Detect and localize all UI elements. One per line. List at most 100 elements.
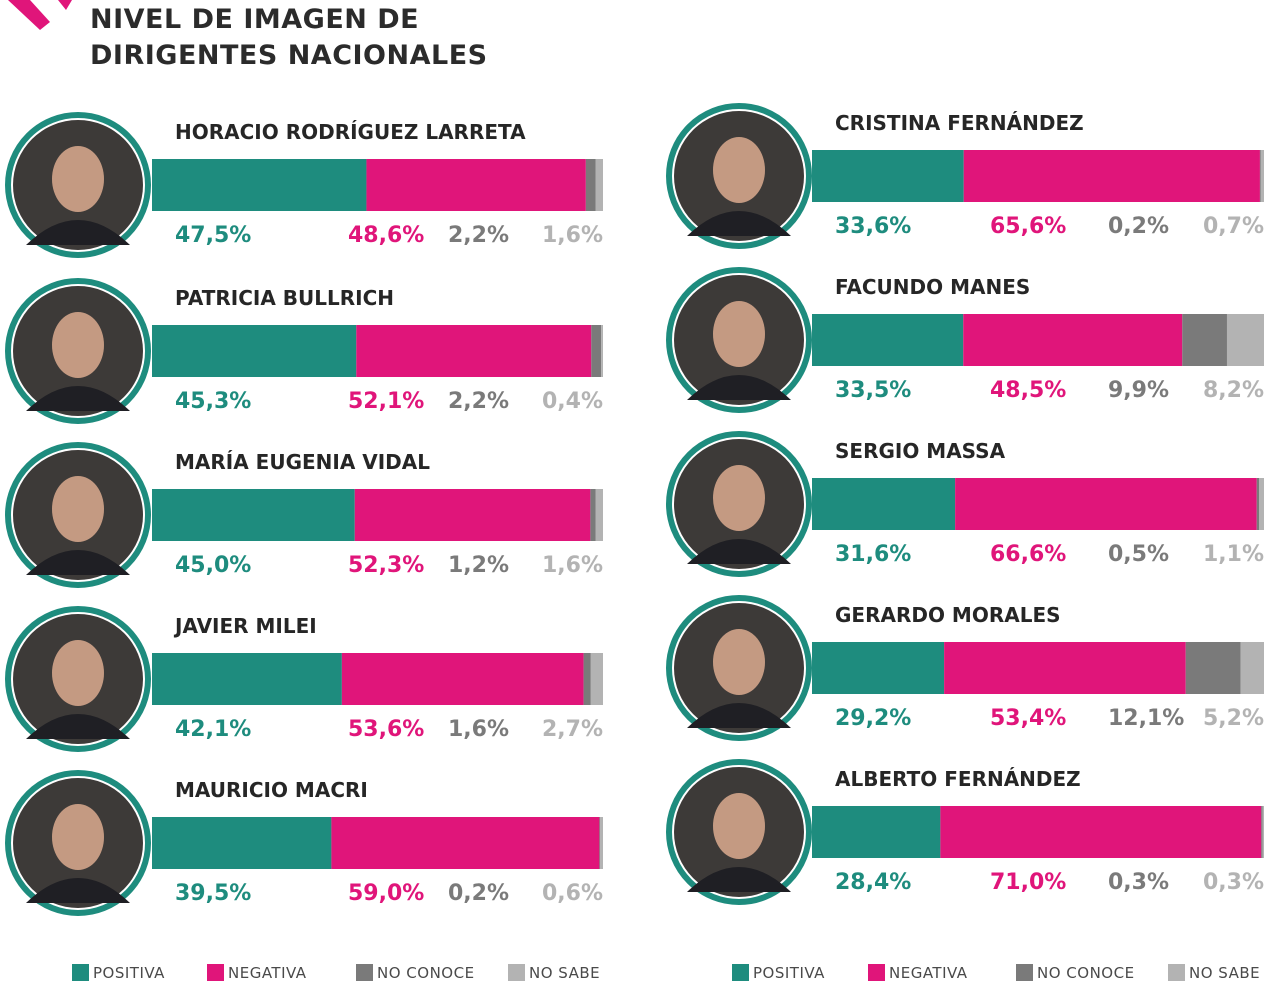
bar-no-sabe-sergio-massa <box>1259 478 1264 530</box>
value-label-no-conoce-cristina-fernandez: 0,2% <box>1108 214 1169 239</box>
portrait-body-alberto-fernandez <box>687 867 791 892</box>
bar-no-conoce-maria-eugenia-vidal <box>590 489 596 541</box>
bar-positiva-horacio-rodriguez-larreta <box>152 159 367 211</box>
bar-no-conoce-alberto-fernandez <box>1261 806 1263 858</box>
bar-positiva-gerardo-morales <box>812 642 945 694</box>
name-label-mauricio-macri: MAURICIO MACRI <box>175 778 368 802</box>
page-title-line-1: NIVEL DE IMAGEN DE <box>90 4 420 35</box>
bar-no-sabe-javier-milei <box>590 653 603 705</box>
value-label-no-conoce-maria-eugenia-vidal: 1,2% <box>448 553 509 578</box>
bar-no-sabe-patricia-bullrich <box>601 325 603 377</box>
portrait-face-cristina-fernandez <box>713 137 765 203</box>
portrait-body-mauricio-macri <box>26 878 130 903</box>
value-label-no-sabe-alberto-fernandez: 0,3% <box>1203 870 1264 895</box>
bar-negativa-alberto-fernandez <box>940 806 1262 858</box>
name-label-gerardo-morales: GERARDO MORALES <box>835 603 1061 627</box>
legend-swatch-negativa <box>207 964 224 981</box>
page-title: NIVEL DE IMAGEN DE DIRIGENTES NACIONALES <box>90 2 488 74</box>
portrait-body-sergio-massa <box>687 539 791 564</box>
row-maria-eugenia-vidal: MARÍA EUGENIA VIDAL 45,0% 52,3% 1,2% 1,6% <box>5 442 603 588</box>
name-label-maria-eugenia-vidal: MARÍA EUGENIA VIDAL <box>175 450 430 474</box>
value-label-no-sabe-gerardo-morales: 5,2% <box>1203 706 1264 731</box>
portrait-face-sergio-massa <box>713 465 765 531</box>
value-label-no-sabe-cristina-fernandez: 0,7% <box>1203 214 1264 239</box>
bar-positiva-cristina-fernandez <box>812 150 964 202</box>
legend-swatch-no-conoce <box>1016 964 1033 981</box>
bar-no-sabe-cristina-fernandez <box>1260 150 1264 202</box>
row-javier-milei: JAVIER MILEI 42,1% 53,6% 1,6% 2,7% <box>5 606 603 752</box>
bar-no-conoce-javier-milei <box>583 653 591 705</box>
bar-positiva-alberto-fernandez <box>812 806 941 858</box>
legend-1: POSITIVA NEGATIVA NO CONOCE NO SABE <box>72 964 600 982</box>
value-label-negativa-gerardo-morales: 53,4% <box>990 706 1066 731</box>
bar-positiva-patricia-bullrich <box>152 325 357 377</box>
legend-swatch-positiva <box>732 964 749 981</box>
value-label-positiva-gerardo-morales: 29,2% <box>835 706 911 731</box>
legend-swatch-no-conoce <box>356 964 373 981</box>
portrait-body-gerardo-morales <box>687 703 791 728</box>
bar-no-sabe-gerardo-morales <box>1240 642 1264 694</box>
value-label-negativa-alberto-fernandez: 71,0% <box>990 870 1066 895</box>
legend-label-no-sabe: NO SABE <box>529 964 600 982</box>
row-sergio-massa: SERGIO MASSA 31,6% 66,6% 0,5% 1,1% <box>666 431 1264 577</box>
bar-no-sabe-mauricio-macri <box>600 817 603 869</box>
legend-2: POSITIVA NEGATIVA NO CONOCE NO SABE <box>732 964 1260 982</box>
bar-positiva-sergio-massa <box>812 478 956 530</box>
bar-negativa-cristina-fernandez <box>963 150 1260 202</box>
value-label-negativa-javier-milei: 53,6% <box>348 717 424 742</box>
name-label-sergio-massa: SERGIO MASSA <box>835 439 1006 463</box>
value-label-no-conoce-facundo-manes: 9,9% <box>1108 378 1169 403</box>
legend-label-no-sabe: NO SABE <box>1189 964 1260 982</box>
name-label-facundo-manes: FACUNDO MANES <box>835 275 1030 299</box>
row-alberto-fernandez: ALBERTO FERNÁNDEZ 28,4% 71,0% 0,3% 0,3% <box>666 759 1264 905</box>
legend-label-negativa: NEGATIVA <box>889 964 968 982</box>
bar-no-conoce-cristina-fernandez <box>1259 150 1261 202</box>
value-label-negativa-mauricio-macri: 59,0% <box>348 881 424 906</box>
value-label-no-conoce-gerardo-morales: 12,1% <box>1108 706 1184 731</box>
portrait-body-facundo-manes <box>687 375 791 400</box>
value-label-positiva-sergio-massa: 31,6% <box>835 542 911 567</box>
value-label-no-sabe-patricia-bullrich: 0,4% <box>542 389 603 414</box>
value-label-negativa-cristina-fernandez: 65,6% <box>990 214 1066 239</box>
portrait-face-gerardo-morales <box>713 629 765 695</box>
bar-no-sabe-horacio-rodriguez-larreta <box>595 159 603 211</box>
row-facundo-manes: FACUNDO MANES 33,5% 48,5% 9,9% 8,2% <box>666 267 1264 413</box>
bar-no-conoce-mauricio-macri <box>599 817 601 869</box>
value-label-positiva-horacio-rodriguez-larreta: 47,5% <box>175 223 251 248</box>
bar-no-conoce-gerardo-morales <box>1185 642 1241 694</box>
value-label-positiva-alberto-fernandez: 28,4% <box>835 870 911 895</box>
value-label-positiva-mauricio-macri: 39,5% <box>175 881 251 906</box>
legend-label-negativa: NEGATIVA <box>228 964 307 982</box>
name-label-cristina-fernandez: CRISTINA FERNÁNDEZ <box>835 111 1084 135</box>
bar-no-conoce-patricia-bullrich <box>591 325 602 377</box>
corner-accent-mark <box>8 0 72 30</box>
value-label-positiva-cristina-fernandez: 33,6% <box>835 214 911 239</box>
value-label-no-sabe-javier-milei: 2,7% <box>542 717 603 742</box>
name-label-alberto-fernandez: ALBERTO FERNÁNDEZ <box>835 767 1081 791</box>
bar-negativa-maria-eugenia-vidal <box>354 489 591 541</box>
legend-swatch-negativa <box>868 964 885 981</box>
panel-2: CRISTINA FERNÁNDEZ 33,6% 65,6% 0,2% 0,7% FACU… <box>666 103 1264 905</box>
value-label-no-sabe-mauricio-macri: 0,6% <box>542 881 603 906</box>
page-title-line-2: DIRIGENTES NACIONALES <box>90 40 488 71</box>
value-label-positiva-maria-eugenia-vidal: 45,0% <box>175 553 251 578</box>
portrait-face-facundo-manes <box>713 301 765 367</box>
portrait-face-patricia-bullrich <box>52 312 104 378</box>
portrait-face-maria-eugenia-vidal <box>52 476 104 542</box>
bar-no-sabe-maria-eugenia-vidal <box>595 489 603 541</box>
value-label-negativa-patricia-bullrich: 52,1% <box>348 389 424 414</box>
bar-no-conoce-horacio-rodriguez-larreta <box>585 159 596 211</box>
value-label-positiva-javier-milei: 42,1% <box>175 717 251 742</box>
portrait-body-patricia-bullrich <box>26 386 130 411</box>
value-label-no-sabe-maria-eugenia-vidal: 1,6% <box>542 553 603 578</box>
legend-swatch-no-sabe <box>508 964 525 981</box>
bar-negativa-horacio-rodriguez-larreta <box>366 159 586 211</box>
value-label-negativa-sergio-massa: 66,6% <box>990 542 1066 567</box>
value-label-positiva-patricia-bullrich: 45,3% <box>175 389 251 414</box>
name-label-patricia-bullrich: PATRICIA BULLRICH <box>175 286 394 310</box>
portrait-body-javier-milei <box>26 714 130 739</box>
bar-positiva-facundo-manes <box>812 314 964 366</box>
row-gerardo-morales: GERARDO MORALES 29,2% 53,4% 12,1% 5,2% <box>666 595 1264 741</box>
portrait-body-cristina-fernandez <box>687 211 791 236</box>
